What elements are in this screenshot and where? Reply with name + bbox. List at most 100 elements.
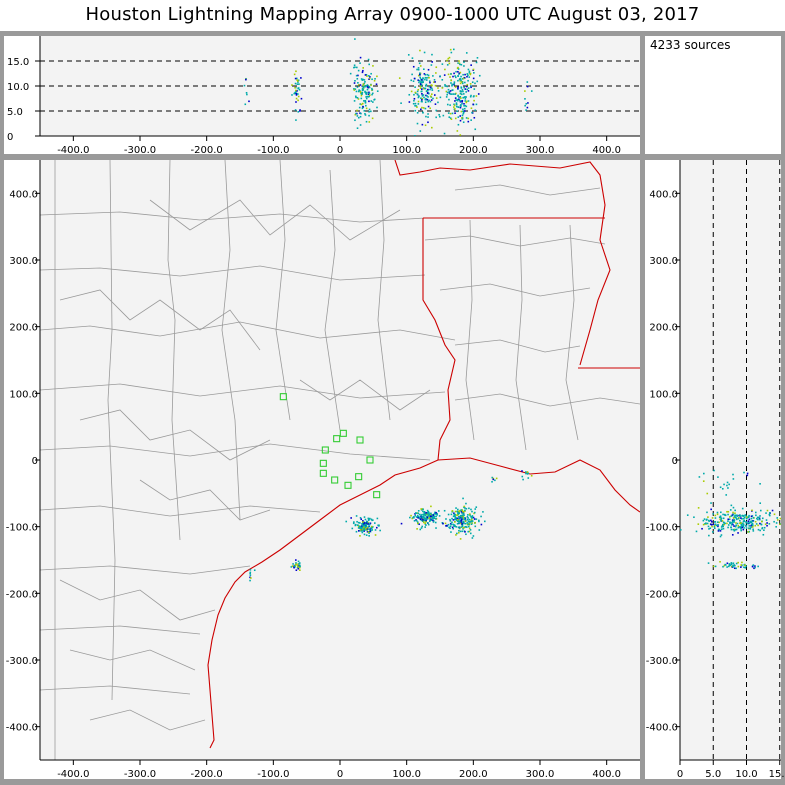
lightning-source-point: [295, 89, 297, 92]
lightning-source-point: [423, 51, 426, 54]
lightning-source-point: [712, 523, 715, 526]
lightning-source-point: [733, 528, 736, 531]
lightning-source-point: [462, 73, 464, 76]
lightning-source-point: [735, 528, 738, 531]
lightning-source-point: [748, 527, 750, 529]
lightning-source-point: [468, 72, 471, 74]
lightning-source-point: [418, 513, 421, 516]
lightning-source-point: [461, 512, 463, 514]
lightning-source-point: [735, 522, 737, 524]
lightning-source-point: [736, 522, 739, 525]
lightning-source-point: [366, 526, 369, 529]
lightning-source-point: [295, 101, 297, 103]
lightning-source-point: [754, 524, 757, 527]
lightning-source-point: [364, 91, 366, 94]
lightning-source-point: [747, 520, 750, 522]
lightning-source-point: [466, 515, 469, 518]
lightning-source-point: [717, 528, 720, 531]
lightning-source-point: [752, 530, 755, 532]
right-x-tick-label: 5.0: [705, 769, 721, 780]
lightning-source-point: [741, 526, 744, 529]
lightning-source-point: [521, 475, 524, 478]
lightning-source-point: [473, 95, 475, 97]
lightning-source-point: [467, 520, 470, 523]
lightning-source-point: [451, 93, 453, 95]
lightning-source-point: [374, 529, 377, 531]
lightning-source-point: [421, 94, 424, 97]
lightning-source-point: [416, 112, 419, 114]
lightning-source-point: [760, 523, 763, 526]
lightning-source-point: [467, 120, 470, 123]
lightning-source-point: [457, 517, 459, 520]
lightning-source-point: [426, 90, 429, 92]
lightning-source-point: [745, 565, 747, 567]
lightning-source-point: [424, 522, 426, 525]
lightning-source-point: [473, 511, 476, 514]
lightning-source-point: [414, 102, 417, 105]
lightning-source-point: [461, 89, 464, 91]
lightning-source-point: [752, 528, 754, 531]
lightning-source-point: [427, 68, 430, 71]
lightning-source-point: [461, 524, 464, 526]
lightning-source-point: [466, 83, 469, 86]
lightning-source-point: [431, 61, 434, 63]
lightning-source-point: [458, 527, 461, 529]
lightning-source-point: [714, 524, 716, 527]
lightning-source-point: [357, 90, 360, 93]
lightning-source-point: [297, 567, 300, 570]
lightning-source-point: [470, 85, 472, 87]
lightning-source-point: [417, 68, 420, 71]
lightning-source-point: [468, 513, 471, 515]
lightning-source-point: [357, 530, 360, 532]
lightning-source-point: [710, 524, 713, 526]
lightning-source-point: [361, 102, 364, 105]
lightning-source-point: [413, 519, 416, 522]
lightning-source-point: [452, 48, 455, 51]
lightning-source-point: [424, 124, 427, 127]
lightning-source-point: [244, 103, 247, 106]
lightning-source-point: [468, 523, 471, 526]
lightning-source-point: [457, 519, 459, 521]
lightning-source-point: [369, 528, 371, 530]
lightning-source-point: [430, 95, 432, 98]
lightning-source-point: [446, 85, 449, 88]
lightning-source-point: [356, 524, 359, 526]
top-x-tick-label: 100.0: [392, 145, 421, 156]
lightning-source-point: [430, 93, 433, 95]
lightning-source-point: [423, 519, 426, 522]
lightning-source-point: [423, 521, 425, 524]
lightning-source-point: [459, 77, 461, 80]
lightning-source-point: [417, 96, 420, 99]
lightning-source-point: [464, 96, 466, 98]
lightning-source-point: [737, 517, 740, 520]
lightning-source-point: [360, 518, 363, 520]
lightning-source-point: [733, 519, 736, 521]
lightning-source-point: [526, 106, 529, 109]
lightning-source-point: [250, 577, 252, 579]
lightning-source-point: [443, 509, 446, 512]
lightning-source-point: [451, 510, 453, 513]
lightning-source-point: [483, 520, 486, 523]
lightning-source-point: [249, 572, 251, 575]
lightning-source-point: [726, 510, 728, 513]
lightning-source-point: [462, 93, 465, 95]
lightning-source-point: [708, 534, 710, 537]
lightning-source-point: [445, 525, 447, 527]
lightning-source-point: [470, 94, 472, 97]
lightning-source-point: [740, 517, 742, 519]
lightning-source-point: [455, 526, 458, 528]
lightning-source-point: [524, 98, 526, 100]
lightning-source-point: [431, 84, 433, 87]
lightning-source-point: [474, 109, 477, 112]
lightning-source-point: [457, 123, 460, 126]
lightning-source-point: [702, 519, 705, 522]
lightning-source-point: [424, 87, 427, 90]
lightning-source-point: [419, 85, 422, 88]
lightning-source-point: [362, 86, 365, 88]
lightning-source-point: [462, 528, 464, 530]
lightning-source-point: [437, 101, 439, 104]
lightning-source-point: [751, 515, 754, 517]
lightning-source-point: [435, 97, 438, 99]
lightning-source-point: [296, 90, 298, 92]
lightning-source-point: [298, 88, 301, 91]
